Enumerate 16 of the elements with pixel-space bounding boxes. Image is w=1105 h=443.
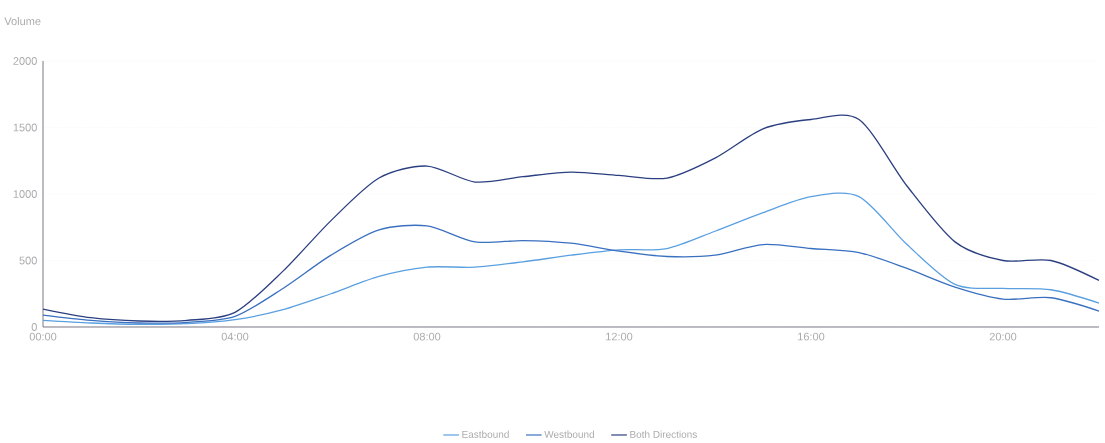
x-tick-label: 08:00 bbox=[413, 332, 441, 341]
line-series bbox=[42, 224, 1100, 324]
x-tick-label: 12:00 bbox=[606, 332, 633, 341]
x-tick-label: 00:00 bbox=[29, 332, 57, 341]
x-tick-label: 04:00 bbox=[221, 332, 249, 341]
y-tick-label: 1500 bbox=[13, 123, 37, 132]
x-tick-label: 16:00 bbox=[798, 332, 825, 341]
y-tick-label: 2000 bbox=[13, 56, 37, 65]
legend-label: Both Directions bbox=[630, 430, 697, 438]
y-tick-label: 500 bbox=[19, 256, 37, 265]
y-axis-title: Volume bbox=[4, 16, 41, 25]
x-tick-label: 20:00 bbox=[989, 332, 1017, 341]
legend-label: Westbound bbox=[544, 430, 594, 438]
y-tick-label: 1000 bbox=[13, 189, 37, 198]
legend-label: Eastbound bbox=[462, 430, 509, 438]
y-tick-label: 0 bbox=[31, 322, 37, 331]
